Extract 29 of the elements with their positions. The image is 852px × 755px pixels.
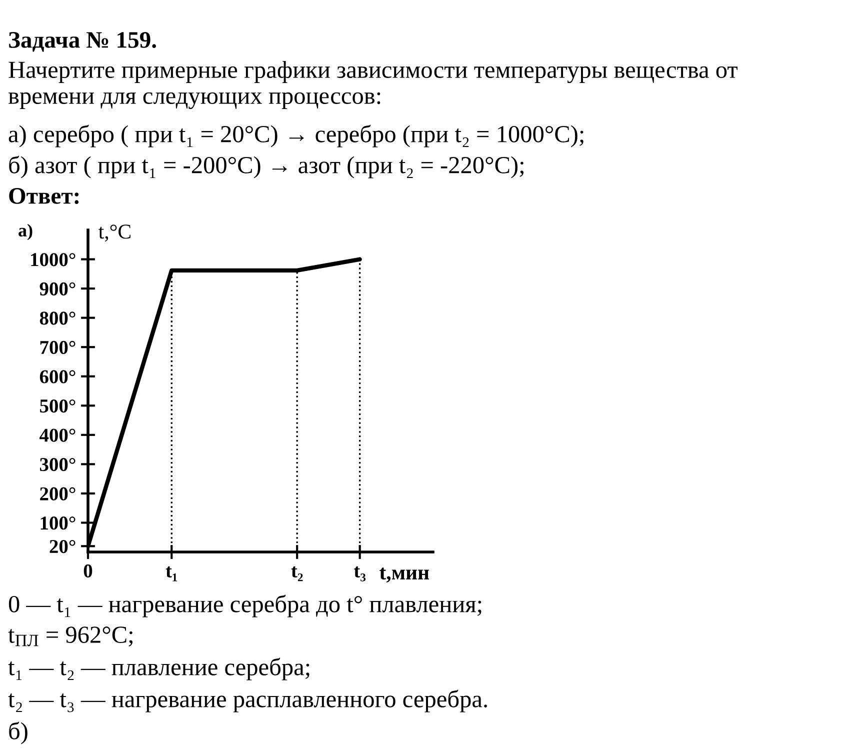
- y-tick-label: 400°: [40, 428, 76, 442]
- y-tick-label: 20°: [50, 540, 76, 554]
- text: времени для следующих процессов:: [8, 92, 380, 110]
- y-tick-label: 700°: [40, 340, 76, 354]
- text: а): [18, 224, 32, 240]
- x-tick-label: t₂: [291, 566, 303, 582]
- y-tick-label: 600°: [40, 370, 76, 384]
- text: Ответ:: [9, 188, 79, 204]
- x-axis-title: t,мин: [380, 568, 429, 583]
- y-tick-label: 900°: [40, 282, 76, 296]
- y-tick-label: 500°: [40, 399, 76, 413]
- y-tick-label: 1000°: [31, 253, 76, 266]
- text: t₁ — t₂ — плавление серебра;: [8, 658, 310, 680]
- x-tick-label: t₁: [166, 566, 178, 582]
- text: Начертите примерные графики зависимости температуры вещества от: [8, 60, 738, 84]
- y-tick-label: 200°: [40, 487, 76, 500]
- x-tick-label: 0: [84, 564, 92, 578]
- x-tick-label: t₃: [354, 566, 366, 582]
- y-tick-label: 300°: [40, 458, 76, 472]
- text: t₂ — t₃ — нагревание расплавленного серебра.: [8, 690, 487, 712]
- y-axis-title: t,°C: [98, 224, 130, 242]
- y-tick-label: 800°: [40, 312, 76, 325]
- text: 0 — t₁ — нагревание серебра до t° плавления;: [8, 594, 482, 618]
- text: б) азот ( при t₁ = -200°C) → азот (при t₂ = -220°C);: [9, 156, 524, 178]
- y-tick-label: 100°: [40, 516, 76, 530]
- chart-title: Задача № 159.: [9, 32, 156, 52]
- text: а) серебро ( при t₁ = 20°C) → серебро (при t₂ = 1000°C);: [8, 124, 584, 148]
- text: б): [9, 722, 28, 744]
- text: t$_{ПЛ}$ = 962°C;: [8, 626, 132, 646]
